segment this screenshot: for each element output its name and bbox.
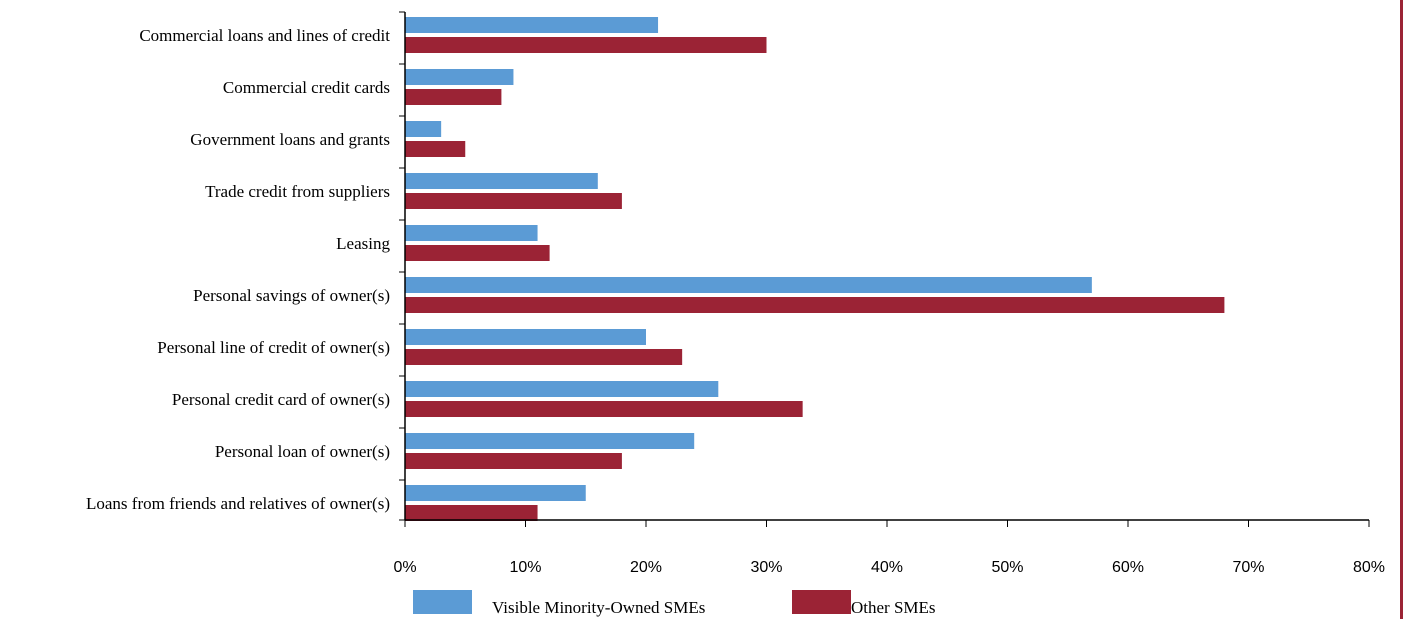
bar-other-2 <box>405 141 466 157</box>
bar-other-4 <box>405 245 550 261</box>
category-label: Personal credit card of owner(s) <box>172 390 390 409</box>
category-label: Government loans and grants <box>190 130 390 149</box>
bar-visible-minority-2 <box>405 121 442 137</box>
x-tick-label: 60% <box>1112 559 1144 576</box>
bar-visible-minority-0 <box>405 17 659 33</box>
bar-other-1 <box>405 89 502 105</box>
x-tick-label: 80% <box>1353 559 1385 576</box>
bar-visible-minority-4 <box>405 225 538 241</box>
x-tick-label: 70% <box>1232 559 1264 576</box>
bar-other-0 <box>405 37 767 53</box>
bar-other-5 <box>405 297 1225 313</box>
bar-other-3 <box>405 193 622 209</box>
bar-visible-minority-7 <box>405 381 719 397</box>
x-tick-label: 50% <box>991 559 1023 576</box>
category-label: Personal loan of owner(s) <box>215 442 390 461</box>
category-label: Commercial loans and lines of credit <box>139 26 390 45</box>
category-label: Trade credit from suppliers <box>205 182 390 201</box>
bar-other-6 <box>405 349 683 365</box>
category-label: Loans from friends and relatives of owne… <box>86 494 390 513</box>
x-tick-label: 20% <box>630 559 662 576</box>
x-tick-label: 10% <box>509 559 541 576</box>
bar-visible-minority-8 <box>405 433 695 449</box>
right-edge-rule <box>1400 0 1403 619</box>
x-tick-label: 40% <box>871 559 903 576</box>
category-label: Personal savings of owner(s) <box>193 286 390 305</box>
bar-other-9 <box>405 505 538 521</box>
bar-visible-minority-6 <box>405 329 646 345</box>
category-label: Leasing <box>336 234 390 253</box>
bar-visible-minority-1 <box>405 69 514 85</box>
x-tick-label: 0% <box>393 559 416 576</box>
legend-swatch-other <box>792 590 851 614</box>
bar-other-8 <box>405 453 622 469</box>
x-tick-label: 30% <box>750 559 782 576</box>
legend-swatch-visible-minority <box>413 590 472 614</box>
bar-other-7 <box>405 401 803 417</box>
bar-visible-minority-3 <box>405 173 598 189</box>
legend-label: Visible Minority-Owned SMEs <box>492 598 705 617</box>
category-label: Personal line of credit of owner(s) <box>157 338 390 357</box>
category-label: Commercial credit cards <box>223 78 390 97</box>
bar-visible-minority-9 <box>405 485 586 501</box>
legend-label: Other SMEs <box>851 598 936 617</box>
bar-visible-minority-5 <box>405 277 1092 293</box>
